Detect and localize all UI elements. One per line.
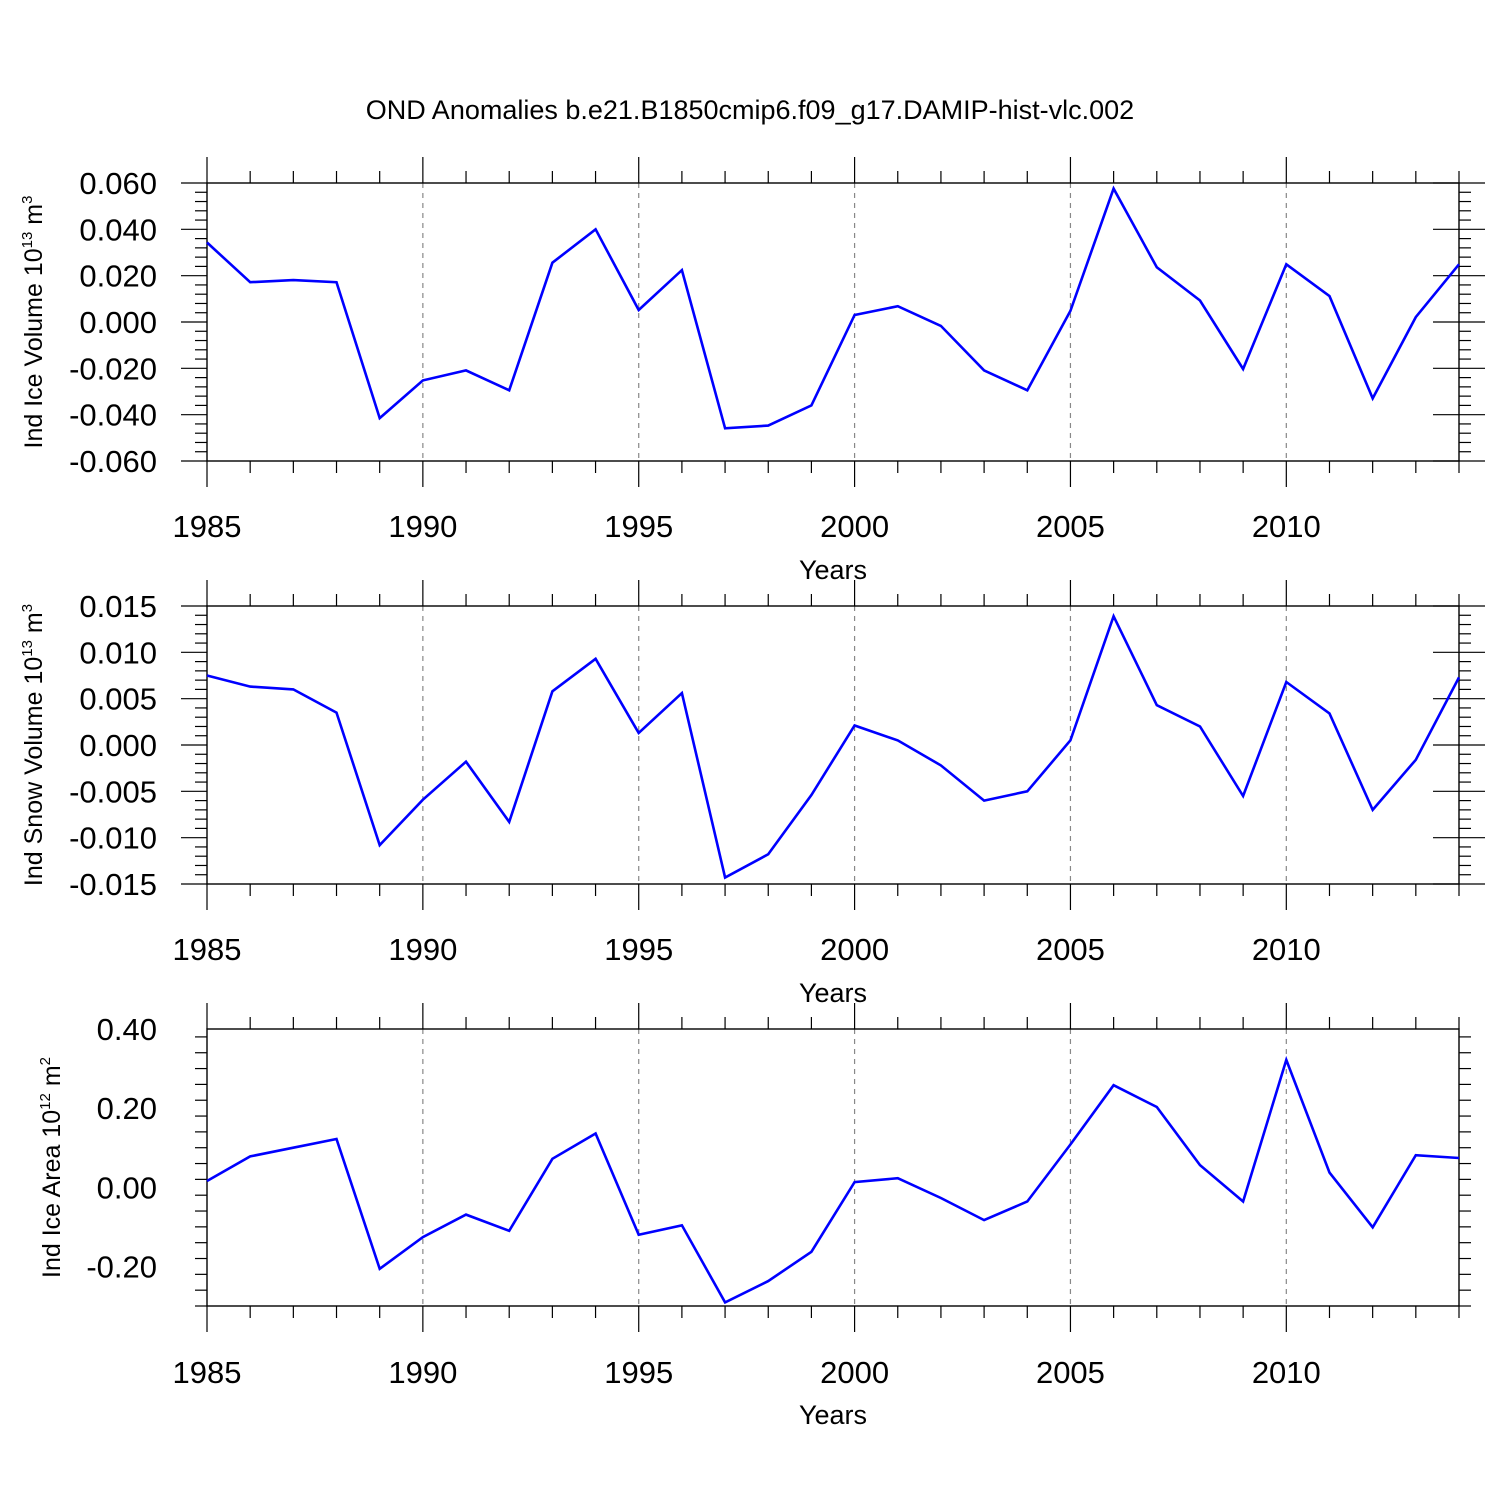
y-tick-label: -0.010 bbox=[69, 821, 157, 856]
y-tick-label: 0.040 bbox=[79, 212, 157, 247]
y-tick-label: -0.060 bbox=[69, 444, 157, 479]
y-tick-label: -0.005 bbox=[69, 774, 157, 809]
x-tick-label: 2000 bbox=[820, 1355, 889, 1390]
panel-3: -0.20 0.00 0.20 0.40 1985 1990 1995 2000 2005 201… bbox=[37, 1003, 1471, 1430]
x-tick-label: 2010 bbox=[1252, 509, 1321, 544]
series-line bbox=[206, 1055, 1460, 1305]
x-tick-label: 2005 bbox=[1036, 509, 1105, 544]
plot-frame bbox=[206, 1028, 1460, 1307]
x-axis-label: Years bbox=[799, 555, 867, 585]
series-line bbox=[206, 612, 1461, 880]
y-tick-label: 0.005 bbox=[79, 682, 157, 717]
plot-frame bbox=[206, 605, 1460, 885]
panel-2: -0.015 -0.010 -0.005 0.000 0.005 0.010 0.015 19… bbox=[19, 580, 1485, 1008]
y-tick-label: 0.000 bbox=[79, 728, 157, 763]
y-tick-label: 0.015 bbox=[79, 589, 157, 624]
panel-1: -0.060 -0.040 -0.020 0.000 0.020 0.040 0.060 19… bbox=[19, 157, 1485, 585]
x-tick-label: 1990 bbox=[388, 509, 457, 544]
y-axis-label: Ind Ice Area 1012 m2 bbox=[37, 1057, 66, 1278]
y-tick-label: -0.020 bbox=[69, 351, 157, 386]
x-tick-label: 1990 bbox=[388, 1355, 457, 1390]
x-tick-label: 2010 bbox=[1252, 932, 1321, 967]
y-tick-label: -0.015 bbox=[69, 867, 157, 902]
x-tick-label: 1985 bbox=[173, 932, 242, 967]
x-tick-label: 1985 bbox=[173, 509, 242, 544]
y-tick-label: 0.060 bbox=[79, 166, 157, 201]
x-axis-label: Years bbox=[799, 978, 867, 1008]
y-tick-label: 0.40 bbox=[97, 1012, 157, 1047]
x-tick-label: 1995 bbox=[604, 509, 673, 544]
x-tick-label: 1990 bbox=[388, 932, 457, 967]
plot-frame bbox=[206, 182, 1460, 462]
y-tick-label: 0.00 bbox=[97, 1170, 157, 1205]
x-tick-label: 2000 bbox=[820, 932, 889, 967]
x-tick-label: 2000 bbox=[820, 509, 889, 544]
series-line bbox=[206, 185, 1461, 430]
x-tick-label: 2010 bbox=[1252, 1355, 1321, 1390]
y-tick-label: -0.040 bbox=[69, 398, 157, 433]
y-tick-label: 0.20 bbox=[97, 1091, 157, 1126]
x-tick-label: 2005 bbox=[1036, 932, 1105, 967]
x-tick-label: 2005 bbox=[1036, 1355, 1105, 1390]
y-tick-label: 0.020 bbox=[79, 259, 157, 294]
y-axis-label: Ind Snow Volume 1013 m3 bbox=[19, 604, 48, 886]
figure-title: OND Anomalies b.e21.B1850cmip6.f09_g17.D… bbox=[366, 95, 1134, 125]
x-tick-label: 1995 bbox=[604, 932, 673, 967]
y-tick-label: -0.20 bbox=[86, 1249, 157, 1284]
y-axis-label: Ind Ice Volume 1013 m3 bbox=[19, 196, 48, 449]
x-axis-label: Years bbox=[799, 1400, 867, 1430]
y-tick-label: 0.010 bbox=[79, 635, 157, 670]
y-tick-label: 0.000 bbox=[79, 305, 157, 340]
x-tick-label: 1985 bbox=[173, 1355, 242, 1390]
x-tick-label: 1995 bbox=[604, 1355, 673, 1390]
